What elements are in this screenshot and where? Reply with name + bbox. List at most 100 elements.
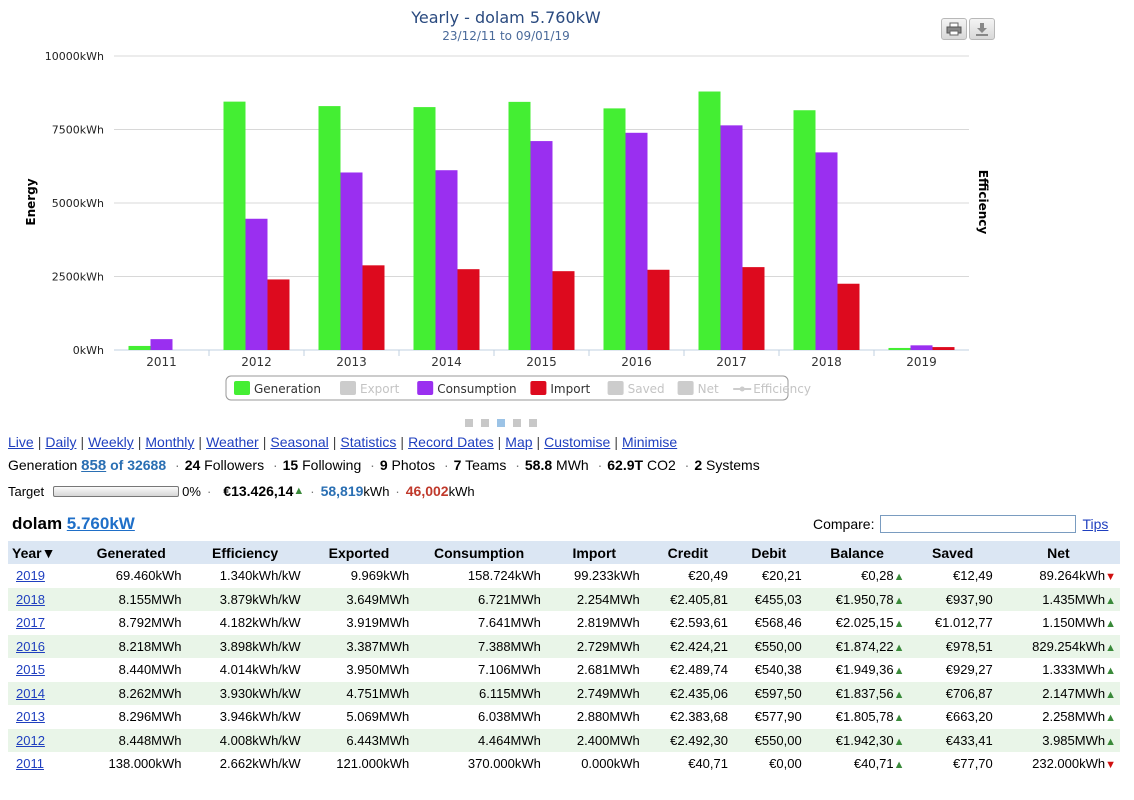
- nav-customise[interactable]: Customise: [544, 434, 611, 450]
- generation-rank-link[interactable]: 858: [81, 457, 107, 474]
- nav-seasonal[interactable]: Seasonal: [270, 434, 329, 450]
- year-link[interactable]: 2016: [16, 638, 45, 654]
- print-button[interactable]: [941, 18, 967, 40]
- col-header-0[interactable]: Year▼: [8, 541, 77, 564]
- up-arrow-icon: ▲: [893, 712, 905, 725]
- col-header-8[interactable]: Balance: [805, 541, 909, 564]
- nav-record-dates[interactable]: Record Dates: [408, 434, 494, 450]
- target-progress-bar: [53, 485, 180, 497]
- year-link[interactable]: 2011: [16, 756, 44, 772]
- cell-net: 2.258MWh▲: [1042, 709, 1116, 725]
- bar-consumption[interactable]: [910, 345, 933, 350]
- tips-link[interactable]: Tips: [1082, 516, 1109, 532]
- cell-exported: 3.649MWh: [304, 587, 414, 611]
- year-link[interactable]: 2013: [16, 709, 45, 725]
- cell-saved: €1.012,77: [934, 615, 993, 631]
- view-nav: Live | Daily | Weekly | Monthly | Weather | Season…: [8, 434, 678, 450]
- bar-consumption[interactable]: [435, 170, 458, 350]
- following-label[interactable]: Following: [302, 457, 362, 473]
- bar-import[interactable]: [742, 267, 765, 350]
- bar-consumption[interactable]: [530, 141, 553, 350]
- energy-unit: MWh: [556, 457, 589, 473]
- pager-dot-active[interactable]: [497, 419, 505, 427]
- nav-minimise[interactable]: Minimise: [621, 434, 678, 450]
- legend-item-import[interactable]: Import: [530, 381, 591, 396]
- nav-weather[interactable]: Weather: [206, 434, 259, 450]
- nav-weekly[interactable]: Weekly: [88, 434, 134, 450]
- target-row: Target 0% · €13.426,14 ▲ · 58,819 kWh · 46…: [8, 483, 475, 499]
- pager-dot[interactable]: [513, 419, 521, 427]
- year-link[interactable]: 2014: [16, 685, 45, 701]
- bar-import[interactable]: [267, 279, 290, 350]
- cell-balance: €1.874,22▲: [805, 634, 909, 658]
- nav-live[interactable]: Live: [8, 434, 34, 450]
- year-link[interactable]: 2019: [16, 568, 45, 584]
- year-link[interactable]: 2018: [16, 591, 45, 607]
- teams-label[interactable]: Teams: [465, 457, 507, 473]
- bar-generation[interactable]: [128, 345, 151, 350]
- compare-input[interactable]: [880, 515, 1077, 533]
- cell-debit: €455,03: [731, 587, 806, 611]
- col-header-6[interactable]: Credit: [643, 541, 732, 564]
- bar-consumption[interactable]: [245, 218, 268, 350]
- bar-generation[interactable]: [508, 101, 531, 350]
- bar-import[interactable]: [457, 269, 480, 350]
- year-link[interactable]: 2015: [16, 662, 45, 678]
- legend-item-saved[interactable]: Saved: [607, 381, 665, 396]
- bar-generation[interactable]: [318, 106, 341, 351]
- nav-statistics[interactable]: Statistics: [340, 434, 397, 450]
- photos-label[interactable]: Photos: [391, 457, 436, 473]
- bar-import[interactable]: [837, 283, 860, 350]
- bar-import[interactable]: [647, 269, 670, 350]
- systems-label[interactable]: Systems: [706, 457, 760, 473]
- legend-item-export[interactable]: Export: [340, 381, 400, 396]
- cell-net: 829.254kWh▲: [996, 634, 1120, 658]
- bar-generation[interactable]: [223, 101, 246, 350]
- nav-monthly[interactable]: Monthly: [145, 434, 195, 450]
- bar-generation[interactable]: [888, 347, 911, 350]
- bar-generation[interactable]: [793, 110, 816, 350]
- col-header-3[interactable]: Exported: [304, 541, 414, 564]
- cell-efficiency: 3.898kWh/kW: [185, 634, 305, 658]
- bar-import[interactable]: [552, 271, 575, 350]
- legend-item-consumption[interactable]: Consumption: [417, 381, 517, 396]
- bar-consumption[interactable]: [720, 125, 743, 350]
- cell-generated: 8.440MWh: [118, 662, 182, 678]
- bar-consumption[interactable]: [625, 132, 648, 350]
- bar-import[interactable]: [932, 347, 955, 350]
- bar-generation[interactable]: [603, 108, 626, 350]
- legend-item-net[interactable]: Net: [677, 381, 719, 396]
- cell-import: 2.729MWh: [544, 634, 644, 658]
- col-header-9[interactable]: Saved: [908, 541, 997, 564]
- followers-label[interactable]: Followers: [204, 457, 265, 473]
- system-size-link[interactable]: 5.760kW: [66, 514, 135, 533]
- col-header-2[interactable]: Efficiency: [185, 541, 305, 564]
- bar-consumption[interactable]: [340, 172, 363, 350]
- legend-item-generation[interactable]: Generation: [234, 381, 321, 396]
- pager-dot[interactable]: [481, 419, 489, 427]
- col-header-10[interactable]: Net: [996, 541, 1120, 564]
- pager-dot[interactable]: [529, 419, 537, 427]
- nav-map[interactable]: Map: [505, 434, 533, 450]
- chart-pager[interactable]: [465, 414, 545, 427]
- col-header-1[interactable]: Generated: [76, 541, 186, 564]
- up-arrow-icon: ▲: [1105, 665, 1116, 678]
- bar-consumption[interactable]: [150, 339, 173, 350]
- col-header-5[interactable]: Import: [544, 541, 644, 564]
- bar-generation[interactable]: [413, 107, 436, 350]
- download-button[interactable]: [969, 18, 995, 40]
- col-header-4[interactable]: Consumption: [413, 541, 545, 564]
- legend-item-efficiency[interactable]: Efficiency: [733, 382, 811, 396]
- cell-generated: 8.218MWh: [76, 634, 186, 658]
- year-link[interactable]: 2017: [16, 615, 45, 631]
- pager-dot[interactable]: [465, 419, 473, 427]
- nav-daily[interactable]: Daily: [45, 434, 77, 450]
- col-header-7[interactable]: Debit: [731, 541, 806, 564]
- chart-legend[interactable]: Generation Export Consumption Import Saved Ne…: [234, 381, 811, 396]
- bar-consumption[interactable]: [815, 152, 838, 350]
- bar-generation[interactable]: [698, 91, 721, 350]
- cell-saved: €77,70: [953, 756, 993, 772]
- bar-import[interactable]: [362, 265, 385, 350]
- year-link[interactable]: 2012: [16, 732, 45, 748]
- cell-saved: €937,90: [908, 587, 997, 611]
